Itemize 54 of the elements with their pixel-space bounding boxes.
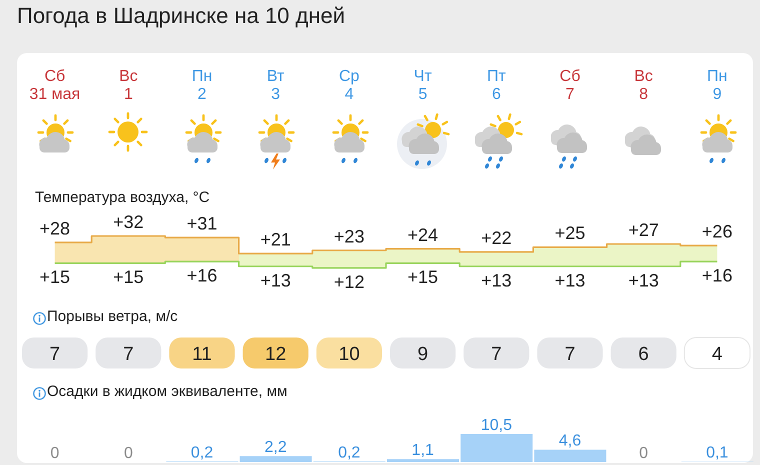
x-tick-label: Сб 31 мая — [29, 68, 80, 103]
data-label: 10 — [338, 344, 360, 365]
data-label: 0 — [50, 445, 60, 462]
data-label: +15 — [40, 267, 70, 288]
data-label: 9 — [418, 344, 428, 365]
data-label: +15 — [408, 267, 438, 288]
data-label: 10,5 — [480, 417, 512, 434]
data-label: 0,2 — [190, 444, 214, 462]
data-label: +13 — [628, 270, 659, 290]
data-label: 4,6 — [558, 432, 582, 450]
data-label: +16 — [186, 266, 218, 286]
data-label: +12 — [334, 272, 364, 292]
data-label: +15 — [113, 267, 144, 288]
data-label: +28 — [40, 218, 70, 238]
x-tick-label: Пт 6 — [486, 68, 506, 103]
data-label: 11 — [192, 344, 212, 365]
data-label: 7 — [50, 344, 60, 365]
data-label: +13 — [260, 270, 291, 290]
data-label: 7 — [564, 344, 576, 365]
data-label: 0,1 — [706, 444, 728, 462]
data-label: 7 — [491, 344, 502, 365]
chart-title: Погода в Шадринске на 10 дней — [17, 3, 346, 29]
data-label: 0 — [639, 445, 648, 462]
data-label: 1,1 — [412, 442, 434, 460]
data-label: +13 — [554, 270, 586, 290]
x-tick-label: Чт 5 — [414, 68, 432, 103]
x-tick-label: Вс 1 — [119, 68, 138, 103]
data-label: +13 — [481, 270, 512, 290]
data-label: 6 — [638, 344, 649, 365]
data-label: 2,2 — [264, 439, 287, 456]
x-tick-label: Пн 9 — [707, 68, 728, 103]
data-label: +23 — [334, 226, 364, 246]
data-label: +21 — [260, 230, 291, 250]
x-tick-label: Ср 4 — [338, 68, 360, 103]
x-tick-label: Вт 3 — [266, 68, 286, 103]
data-label: 0 — [124, 445, 133, 462]
text: Порывы ветра, м/с — [47, 308, 178, 326]
x-tick-label: Вс 8 — [634, 68, 653, 103]
data-label: 12 — [265, 344, 286, 365]
data-label: +31 — [186, 214, 218, 234]
data-label: 7 — [123, 344, 134, 365]
data-label: +16 — [702, 266, 732, 286]
x-tick-label: Пн 2 — [192, 68, 212, 103]
data-label: 0,2 — [338, 444, 360, 462]
chart-subtitle: Температура воздуха, °C — [35, 189, 210, 207]
data-label: +26 — [702, 222, 732, 242]
data-label: +22 — [481, 228, 512, 248]
chart-title: Осадки в жидком эквиваленте, мм — [47, 383, 288, 401]
data-label: +27 — [628, 220, 659, 240]
x-tick-label: Сб 7 — [560, 68, 580, 103]
data-label: +24 — [408, 224, 438, 245]
data-label: +25 — [554, 223, 586, 244]
data-label: 4 — [712, 344, 723, 365]
data-label: +32 — [113, 212, 144, 232]
